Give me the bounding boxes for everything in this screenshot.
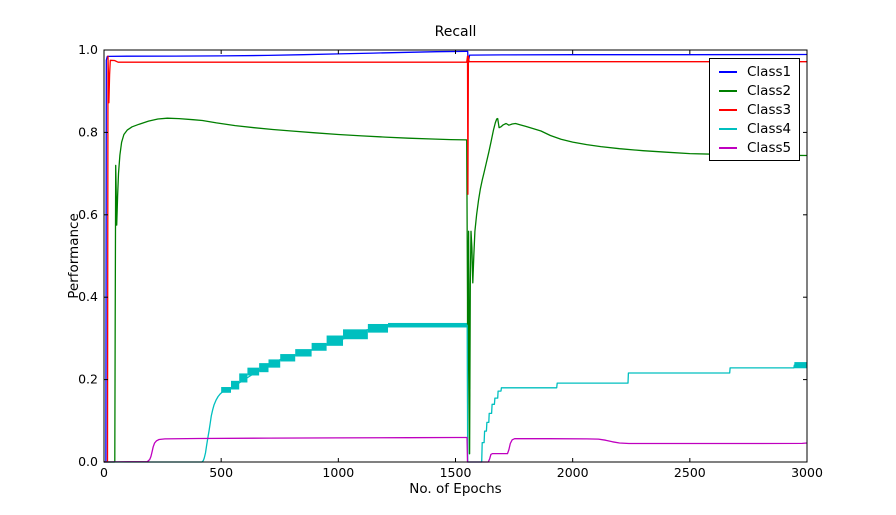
series-line-class1: [103, 50, 808, 463]
legend: Class1 Class2 Class3 Class4 Class5: [709, 58, 800, 161]
series-noise-band-class4: [326, 335, 344, 346]
y-tick-label: 0.6: [78, 207, 98, 222]
legend-entry-class1: Class1: [710, 63, 799, 81]
x-tick-label: 0: [100, 465, 108, 480]
series-line-class3: [103, 55, 807, 463]
y-axis-label: Performance: [66, 213, 82, 299]
y-tick-label: 0.0: [78, 454, 98, 469]
x-tick-label: 2500: [674, 465, 706, 480]
legend-label: Class2: [747, 82, 792, 99]
series-line-class5: [103, 436, 808, 463]
series-line-class2: [104, 117, 808, 463]
chart-title: Recall: [434, 24, 477, 40]
legend-label: Class3: [747, 101, 792, 118]
x-tick-label: 1000: [322, 465, 354, 480]
legend-entry-class3: Class3: [710, 101, 799, 119]
x-axis-label: No. of Epochs: [409, 481, 502, 497]
y-tick-label: 0.2: [78, 372, 98, 387]
legend-line-sample: [719, 89, 737, 92]
legend-line-sample: [719, 108, 737, 111]
y-tick-label: 0.8: [78, 124, 98, 139]
x-tick-label: 1500: [440, 465, 472, 480]
legend-label: Class4: [747, 120, 792, 137]
series-line-class4: [104, 324, 807, 463]
series-noise-band-class4: [268, 359, 281, 368]
legend-entry-class5: Class5: [710, 139, 799, 157]
x-tick-label: 2000: [557, 465, 589, 480]
legend-label: Class1: [747, 63, 792, 80]
x-tick-label: 3000: [791, 465, 823, 480]
legend-line-sample: [719, 146, 737, 149]
legend-label: Class5: [747, 139, 792, 156]
legend-line-sample: [719, 127, 737, 130]
series-noise-band-class4: [239, 373, 248, 383]
axes-spines: [103, 49, 808, 463]
x-tick-label: 500: [209, 465, 233, 480]
y-tick-label: 0.4: [78, 289, 98, 304]
series-noise-band-class4: [367, 323, 389, 333]
legend-entry-class4: Class4: [710, 120, 799, 138]
series-noise-band-class4: [247, 367, 260, 376]
legend-entry-class2: Class2: [710, 82, 799, 100]
series-noise-band-class4: [280, 354, 296, 362]
legend-line-sample: [719, 70, 737, 73]
y-tick-label: 1.0: [78, 42, 98, 57]
